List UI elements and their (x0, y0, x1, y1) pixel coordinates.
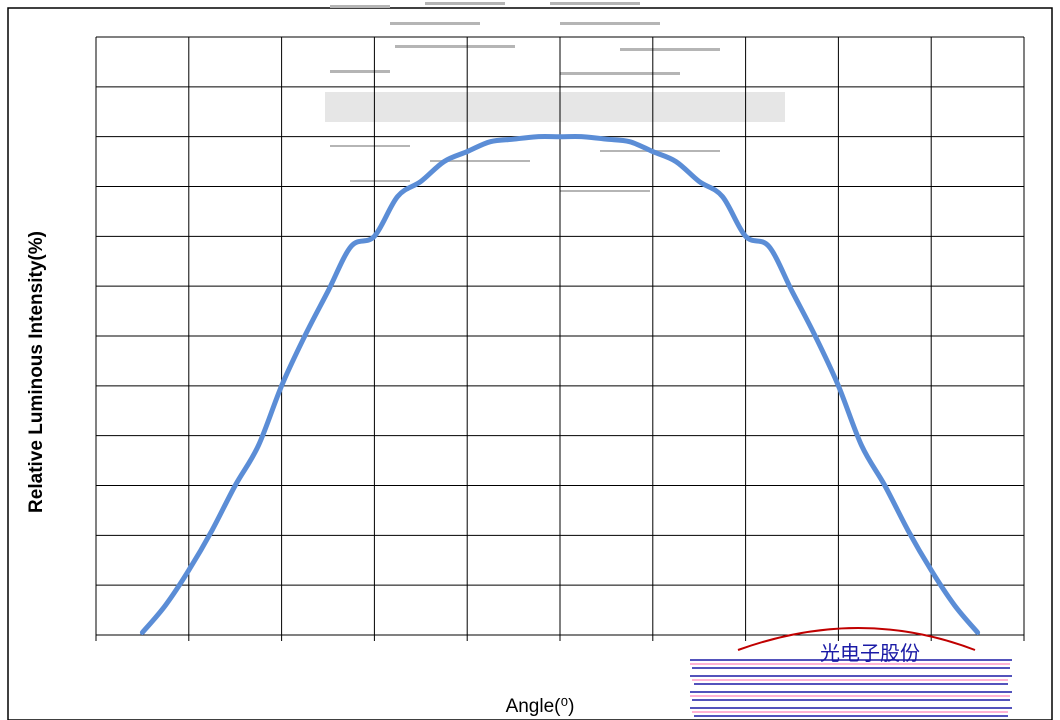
company-seal: 光电子股份 (690, 627, 1012, 717)
x-axis-label: Angle(⁰) (506, 696, 575, 717)
x-axis-ticks (95, 635, 1025, 641)
header-watermark (325, 2, 785, 192)
y-axis-label: Relative Luminous Intensity(%) (26, 231, 47, 513)
grid (95, 36, 1025, 636)
intensity-curve (139, 134, 981, 635)
series-layer (139, 134, 981, 635)
chart-border (7, 7, 1053, 720)
seal-text: 光电子股份 (820, 641, 920, 665)
